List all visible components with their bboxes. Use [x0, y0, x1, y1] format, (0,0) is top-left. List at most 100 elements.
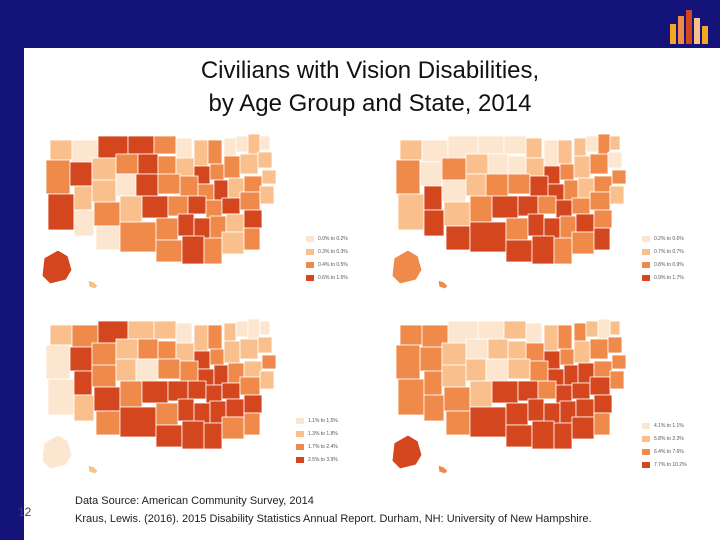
state-region [441, 157, 467, 181]
state-region [193, 139, 209, 167]
state-region [531, 420, 555, 450]
state-region [91, 157, 117, 181]
state-region [235, 135, 249, 153]
legend-label: 7.7% to 10.2% [654, 461, 687, 468]
state-region [555, 384, 573, 404]
legend-label: 5.8% to 2.3% [654, 435, 684, 442]
state-region [485, 358, 509, 382]
legend-swatch [296, 430, 304, 437]
state-region [223, 322, 237, 342]
legend-label: 6.4% to 7.6% [654, 448, 684, 455]
legend-item: 4.1% to 1.1% [642, 419, 687, 432]
legend-item: 0.0% to 0.2% [306, 232, 348, 245]
legend-swatch [642, 448, 650, 455]
state-region [469, 221, 507, 253]
state-region [243, 209, 263, 229]
state-region [559, 348, 575, 366]
state-region [243, 412, 261, 436]
state-region [527, 213, 545, 237]
state-region [537, 380, 557, 400]
state-region [257, 336, 273, 354]
state-region [559, 163, 575, 181]
state-region [175, 137, 193, 159]
state-region [175, 322, 193, 344]
state-region [465, 358, 487, 382]
state-region [175, 342, 195, 362]
legend-item: 0.7% to 0.7% [642, 245, 684, 258]
state-region [259, 320, 271, 336]
legend-item: 0.2% to 0.6% [642, 232, 684, 245]
legend-label: 0.3% to 0.3% [318, 248, 348, 255]
state-region [213, 179, 229, 201]
map-panel-3 [36, 315, 366, 495]
legend-item: 1.1% to 1.5% [296, 414, 338, 427]
state-region [597, 318, 611, 340]
us-choropleth-map-3 [41, 318, 277, 475]
state-region [119, 406, 157, 438]
legend-item: 0.4% to 0.5% [306, 258, 348, 271]
state-region [177, 398, 195, 422]
state-region [155, 239, 183, 263]
state-region [589, 153, 609, 175]
legend-item: 2.5% to 3.9% [296, 453, 338, 466]
state-region [205, 199, 223, 219]
alaska-region [41, 434, 73, 470]
state-region [209, 348, 225, 366]
state-region [609, 370, 625, 390]
state-region [91, 364, 117, 388]
legend-swatch [642, 274, 650, 281]
state-region [181, 235, 205, 265]
state-region [225, 213, 245, 233]
legend-item: 6.4% to 7.6% [642, 445, 687, 458]
state-region [531, 235, 555, 265]
state-region [187, 380, 207, 400]
state-region [47, 193, 75, 231]
state-region [505, 424, 533, 448]
state-region [611, 354, 627, 370]
state-region [69, 161, 93, 187]
legend-label: 1.3% to 1.8% [308, 430, 338, 437]
state-region [571, 416, 595, 440]
state-region [503, 320, 527, 340]
state-region [397, 378, 425, 416]
state-region [203, 237, 223, 265]
state-region [141, 380, 169, 404]
state-region [423, 370, 443, 396]
state-region [589, 191, 611, 211]
legend-swatch [642, 461, 650, 468]
state-region [557, 324, 573, 350]
state-region [487, 153, 509, 175]
state-region [261, 354, 277, 370]
state-region [93, 386, 121, 412]
state-region [505, 239, 533, 263]
state-region [553, 422, 573, 450]
state-region [153, 320, 177, 340]
source-line-2: Kraus, Lewis. (2016). 2015 Disability St… [75, 513, 592, 525]
state-region [49, 139, 73, 161]
state-region [213, 364, 229, 386]
slide-number: 12 [18, 505, 32, 519]
state-region [593, 360, 613, 378]
state-region [259, 135, 271, 151]
state-region [243, 227, 261, 251]
state-region [607, 336, 623, 354]
state-region [257, 151, 273, 169]
state-region [73, 209, 95, 237]
state-region [469, 380, 493, 408]
state-region [419, 346, 443, 372]
left-band-curve [0, 330, 24, 410]
state-region [529, 360, 549, 382]
state-region [157, 358, 181, 380]
us-choropleth-map-2 [391, 133, 627, 290]
state-region [399, 324, 423, 346]
state-region [491, 380, 519, 404]
state-region [491, 195, 519, 219]
state-region [45, 159, 71, 195]
alaska-region [391, 434, 423, 470]
state-region [573, 322, 587, 342]
state-region [235, 320, 249, 338]
state-region [585, 320, 599, 338]
state-region [167, 195, 189, 217]
state-region [137, 338, 159, 360]
state-region [399, 139, 423, 161]
